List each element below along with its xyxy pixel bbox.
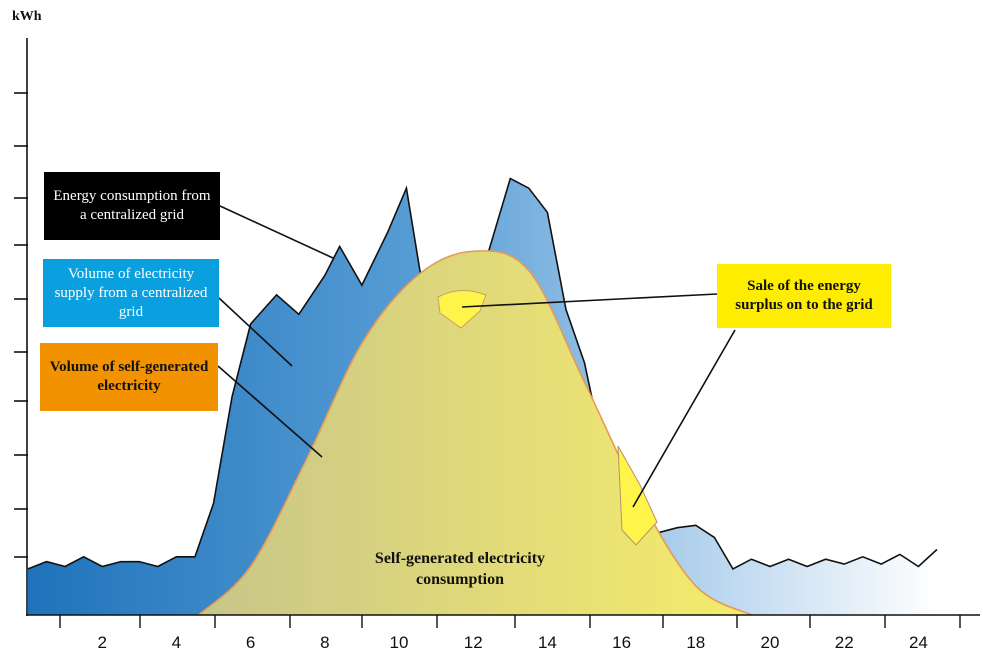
x-tick-label-6: 6 bbox=[246, 633, 255, 652]
x-tick-label-8: 8 bbox=[320, 633, 329, 652]
x-tick-label-2: 2 bbox=[97, 633, 106, 652]
y-axis-label: kWh bbox=[12, 9, 42, 24]
x-tick-label-4: 4 bbox=[172, 633, 181, 652]
self-generated-label: Volume of self-generated electricity bbox=[40, 343, 218, 411]
pointer-supply bbox=[218, 297, 293, 367]
central-grid-label: Energy consumption from a centralized gr… bbox=[44, 172, 220, 240]
annotation-pointers bbox=[217, 205, 736, 508]
self-consumption-label: Self-generated electricity consumption bbox=[374, 550, 546, 588]
pointer-surplus-afternoon bbox=[632, 329, 736, 508]
surplus-layer bbox=[437, 290, 658, 546]
pointer-self-generated bbox=[217, 365, 323, 458]
surplus-patch-afternoon bbox=[617, 445, 658, 546]
grid-consumption-line bbox=[27, 177, 938, 570]
x-tick-label-20: 20 bbox=[761, 633, 780, 652]
supply-label: Volume of electricity supply from a cent… bbox=[43, 259, 219, 327]
pointer-central-grid bbox=[219, 205, 334, 259]
surplus-label: Sale of the energy surplus on to the gri… bbox=[717, 264, 891, 328]
x-tick-label-12: 12 bbox=[464, 633, 483, 652]
x-tick-label-14: 14 bbox=[538, 633, 557, 652]
x-tick-label-24: 24 bbox=[909, 633, 928, 652]
surplus-patch-midday bbox=[437, 290, 487, 329]
x-tick-label-10: 10 bbox=[390, 633, 409, 652]
axes: 2 4 6 8 10 12 14 16 18 20 22 24 bbox=[14, 38, 980, 652]
x-tick-label-22: 22 bbox=[835, 633, 854, 652]
x-tick-label-16: 16 bbox=[612, 633, 631, 652]
pointer-surplus-midday bbox=[461, 293, 718, 308]
x-tick-label-18: 18 bbox=[686, 633, 705, 652]
self-generated-area bbox=[198, 250, 752, 615]
